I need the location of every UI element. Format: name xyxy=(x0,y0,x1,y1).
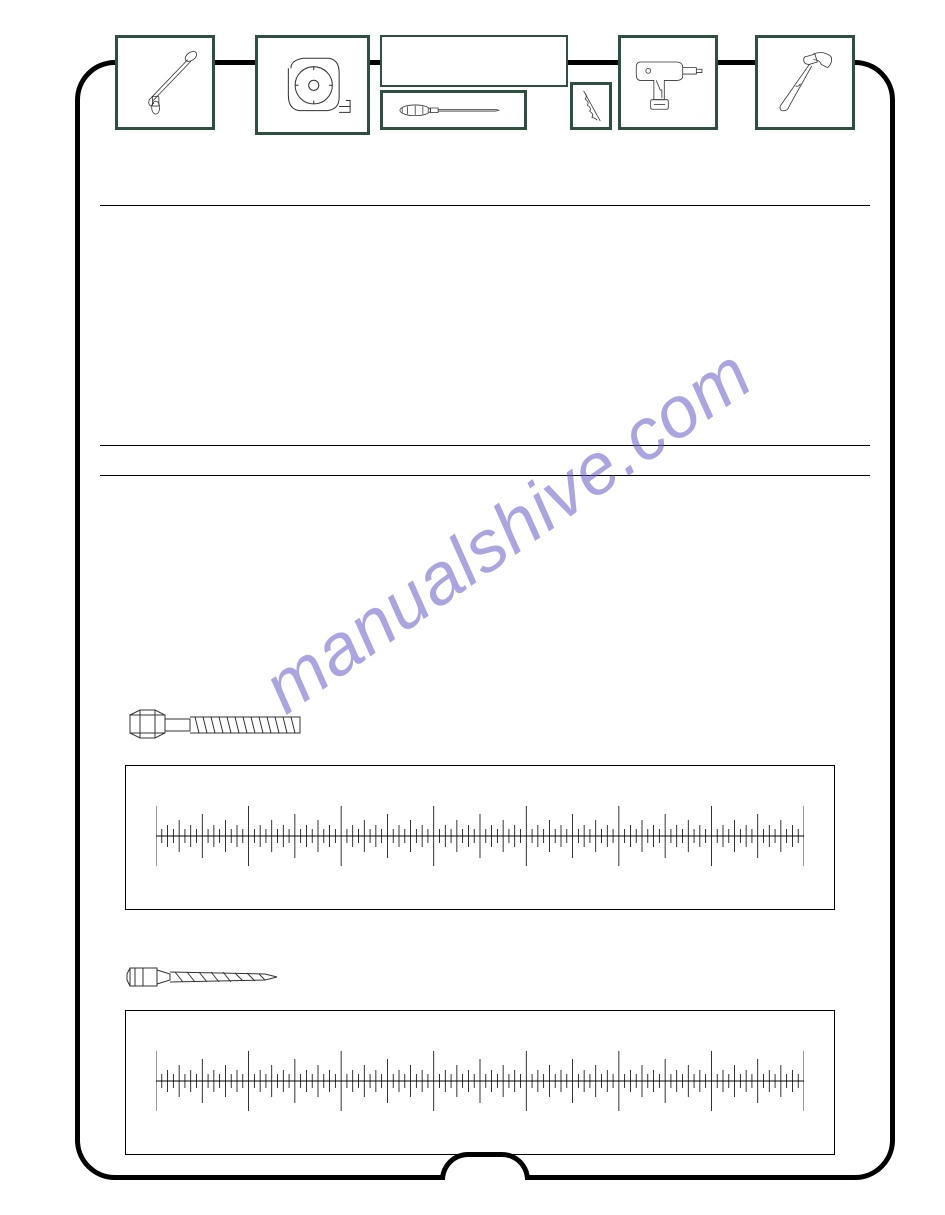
drill-bit-icon xyxy=(575,87,607,125)
wood-screw-diagram xyxy=(125,960,285,1005)
screwdriver-icon xyxy=(390,95,517,126)
hammer-icon xyxy=(763,42,848,122)
tool-power-drill xyxy=(618,35,718,130)
content-area xyxy=(100,145,870,1155)
tool-screwdriver xyxy=(380,90,527,130)
tool-socket-wrench xyxy=(115,35,215,130)
ruler-box-2 xyxy=(125,1010,835,1155)
tool-box-empty xyxy=(380,35,568,87)
tool-hammer xyxy=(755,35,855,130)
ruler-2 xyxy=(156,1046,804,1116)
divider-line-1 xyxy=(100,205,870,206)
divider-line-3 xyxy=(100,475,870,476)
socket-wrench-icon xyxy=(123,42,208,122)
hex-bolt-diagram xyxy=(125,705,325,755)
divider-line-2 xyxy=(100,445,870,446)
ruler-box-1 xyxy=(125,765,835,910)
tool-tape-measure xyxy=(255,35,370,135)
tool-drill-bit xyxy=(570,82,612,130)
power-drill-icon xyxy=(626,42,711,122)
tape-measure-icon xyxy=(263,43,361,128)
ruler-1 xyxy=(156,801,804,871)
tab-notch xyxy=(440,1152,530,1180)
